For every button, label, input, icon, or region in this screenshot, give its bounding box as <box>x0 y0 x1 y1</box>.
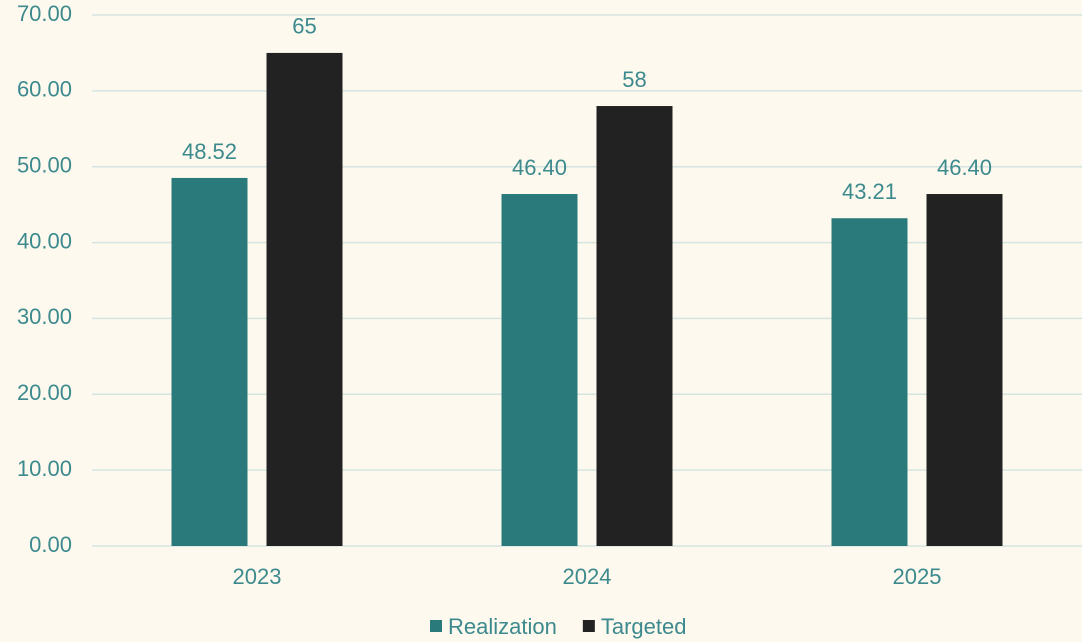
data-label: 46.40 <box>937 155 992 180</box>
y-tick-label: 50.00 <box>17 153 72 178</box>
y-tick-label: 30.00 <box>17 304 72 329</box>
data-label: 43.21 <box>842 179 897 204</box>
data-label: 46.40 <box>512 155 567 180</box>
y-tick-label: 70.00 <box>17 1 72 26</box>
data-label: 58 <box>622 67 646 92</box>
x-tick-label: 2024 <box>563 564 612 589</box>
bar <box>831 218 908 546</box>
bar <box>171 177 248 546</box>
x-tick-label: 2023 <box>233 564 282 589</box>
bar <box>266 52 343 547</box>
y-tick-label: 20.00 <box>17 380 72 405</box>
data-label: 65 <box>292 14 316 39</box>
legend-swatch <box>430 620 442 632</box>
bar <box>596 106 673 547</box>
y-tick-label: 60.00 <box>17 77 72 102</box>
bar <box>926 194 1003 546</box>
legend-label: Realization <box>448 614 557 639</box>
x-tick-label: 2025 <box>893 564 942 589</box>
legend-swatch <box>582 620 595 632</box>
data-label: 48.52 <box>182 139 237 164</box>
legend-label: Targeted <box>601 614 687 639</box>
y-tick-label: 0.00 <box>29 532 72 557</box>
y-tick-label: 10.00 <box>17 456 72 481</box>
bar <box>501 194 578 546</box>
y-tick-label: 40.00 <box>17 228 72 253</box>
